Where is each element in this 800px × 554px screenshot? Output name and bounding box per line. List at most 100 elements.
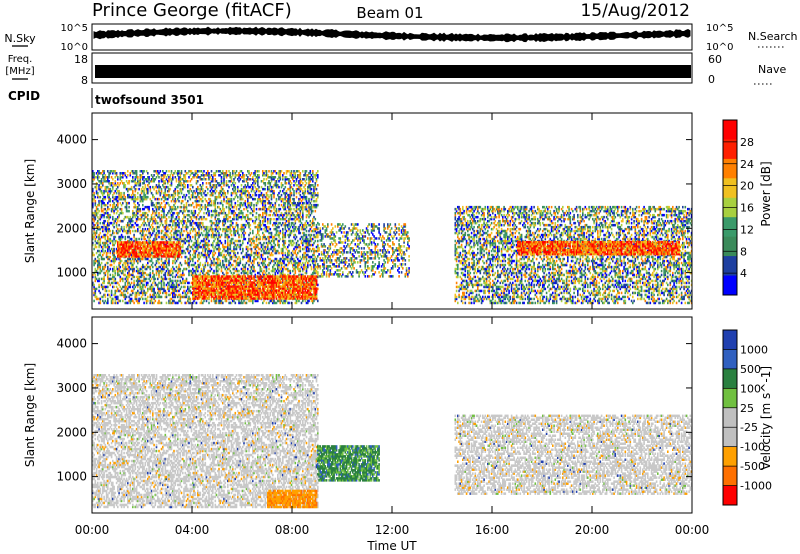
power-cell — [95, 297, 98, 301]
power-cell — [214, 211, 217, 215]
power-cell — [135, 182, 138, 185]
power-cell — [202, 184, 204, 187]
power-cell — [112, 185, 114, 189]
power-cell — [127, 279, 129, 283]
power-cell — [269, 219, 272, 223]
power-cell — [282, 184, 284, 187]
power-cell — [254, 251, 257, 255]
power-cell — [119, 195, 122, 199]
power-cell — [273, 259, 275, 263]
power-cell — [98, 243, 100, 247]
power-cell — [130, 217, 133, 221]
power-cell — [225, 182, 228, 185]
power-cell — [268, 201, 270, 205]
power-cell — [167, 193, 169, 197]
power-cell — [155, 203, 158, 207]
power-cell — [117, 281, 119, 285]
power-cell — [287, 170, 289, 173]
power-cell — [204, 225, 207, 229]
power-cell — [99, 199, 102, 203]
power-cell — [152, 269, 154, 273]
power-cell — [247, 199, 249, 203]
power-cell — [189, 299, 192, 303]
power-cell — [137, 182, 139, 185]
power-cell — [153, 187, 155, 191]
power-cell — [203, 229, 205, 233]
power-cell — [114, 271, 117, 275]
power-cell — [104, 225, 107, 229]
power-cell — [143, 170, 145, 173]
power-cell — [135, 172, 138, 175]
power-cell — [187, 180, 189, 183]
power-cell — [133, 257, 135, 261]
power-cell — [135, 293, 138, 297]
power-cell — [149, 235, 152, 239]
power-cell — [97, 193, 99, 197]
power-cell — [194, 170, 197, 173]
power-cell — [127, 223, 129, 227]
power-cell — [97, 223, 99, 227]
power-cell — [134, 297, 137, 301]
power-cell — [245, 174, 248, 177]
power-cell — [92, 187, 94, 191]
power-cell — [172, 269, 174, 273]
power-cell — [184, 241, 187, 245]
power-cell — [214, 291, 217, 295]
power-cell — [257, 201, 259, 205]
power-cell — [119, 178, 122, 181]
power-cell — [190, 239, 193, 243]
power-cell — [288, 249, 290, 253]
power-cell — [145, 195, 148, 199]
power-cell — [230, 221, 233, 225]
power-cell — [207, 263, 209, 267]
power-cell — [160, 235, 163, 239]
power-cell — [223, 219, 225, 223]
power-cell — [107, 235, 109, 239]
power-cell — [132, 285, 134, 289]
power-cell — [248, 201, 250, 205]
power-cell — [132, 178, 134, 181]
power-cell — [264, 215, 267, 219]
power-cell — [293, 263, 295, 267]
power-cell — [149, 241, 152, 245]
power-cell — [180, 184, 183, 187]
power-cell — [145, 257, 148, 261]
power-cell — [103, 241, 105, 245]
power-cell — [203, 191, 205, 195]
power-cell — [104, 219, 107, 223]
power-cell — [243, 185, 245, 189]
power-cell — [272, 235, 274, 239]
power-cell — [97, 227, 99, 231]
power-cell — [170, 213, 173, 217]
power-cell — [134, 193, 137, 197]
power-cell — [290, 193, 293, 197]
power-cell — [273, 176, 275, 179]
power-cell — [100, 257, 103, 261]
power-cell — [120, 195, 123, 199]
power-cell — [189, 203, 192, 207]
power-cell — [220, 182, 223, 185]
power-cell — [285, 213, 288, 217]
power-cell — [193, 285, 195, 289]
power-cell — [133, 211, 135, 215]
power-cell — [244, 231, 247, 235]
power-cell — [147, 227, 149, 231]
power-cell — [98, 257, 100, 261]
power-cell — [292, 249, 294, 253]
power-cell — [182, 295, 184, 299]
power-cell — [170, 209, 173, 213]
power-cell — [172, 289, 174, 293]
power-cell — [188, 209, 190, 213]
power-cell — [177, 211, 179, 215]
power-cell — [282, 259, 284, 263]
power-cell — [125, 301, 128, 305]
power-cell — [283, 245, 285, 249]
power-cell — [189, 297, 192, 301]
power-cell — [275, 182, 278, 185]
power-cell — [98, 285, 100, 289]
power-cell — [269, 247, 272, 251]
power-cell — [222, 172, 224, 175]
power-cell — [179, 174, 182, 177]
power-cell — [139, 283, 142, 287]
power-cell — [228, 259, 230, 263]
